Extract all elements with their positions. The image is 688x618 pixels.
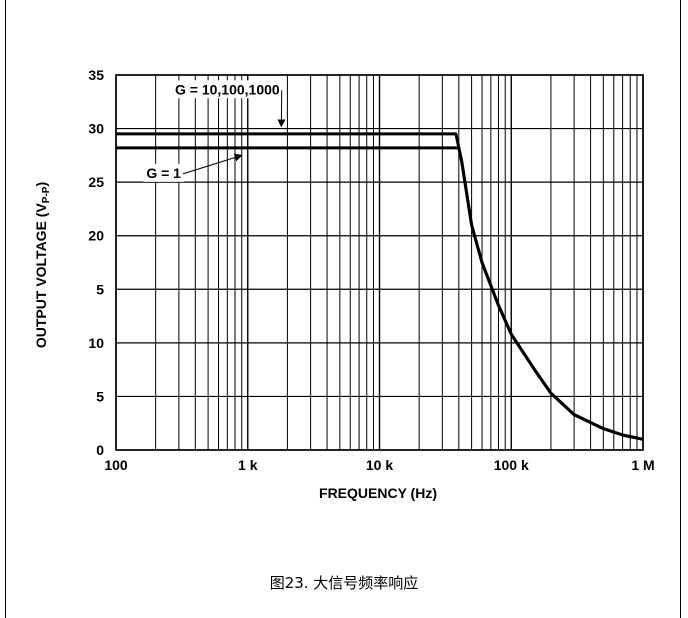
y-axis-title-end: )	[33, 182, 49, 187]
grid	[115, 74, 644, 451]
right-frame-line	[680, 0, 681, 618]
x-tick-label: 100	[104, 457, 128, 473]
plot-border	[115, 74, 644, 451]
y-axis-title-main: OUTPUT VOLTAGE (V	[33, 203, 49, 349]
figure-caption: 图23. 大信号频率响应	[269, 574, 419, 592]
x-tick-label: 100 k	[494, 457, 529, 473]
annotation-arrow	[182, 153, 243, 175]
y-tick-label: 30	[88, 121, 104, 137]
tick-labels: 0 5 10 5 20 25 30 35 100 1 k 10 k 100 k 1 M	[88, 67, 654, 473]
annotation-label: G = 1	[146, 165, 181, 181]
y-tick-label: 25	[88, 174, 104, 190]
annotation-label-background	[143, 163, 184, 182]
y-axis-title-sub: P-P	[41, 186, 52, 203]
y-tick-label: 35	[88, 67, 104, 83]
x-tick-label: 1 k	[238, 457, 258, 473]
y-tick-label: 0	[96, 442, 104, 458]
x-tick-label: 10 k	[366, 457, 393, 473]
y-axis-title: OUTPUT VOLTAGE (VP-P)	[33, 182, 52, 348]
y-tick-label: 5	[96, 388, 104, 404]
left-frame-line	[5, 0, 6, 618]
y-tick-label: 10	[88, 335, 104, 351]
y-tick-label: 5	[96, 281, 104, 297]
annotations: G = 10,100,1000 G = 1	[143, 80, 286, 182]
y-tick-label: 20	[88, 228, 104, 244]
x-axis-title: FREQUENCY (Hz)	[319, 485, 437, 501]
annotation-label: G = 10,100,1000	[175, 81, 280, 97]
annotation-label-background	[171, 80, 283, 99]
series-line	[116, 146, 644, 441]
x-tick-label: 1 M	[631, 457, 654, 473]
curves	[116, 132, 644, 441]
